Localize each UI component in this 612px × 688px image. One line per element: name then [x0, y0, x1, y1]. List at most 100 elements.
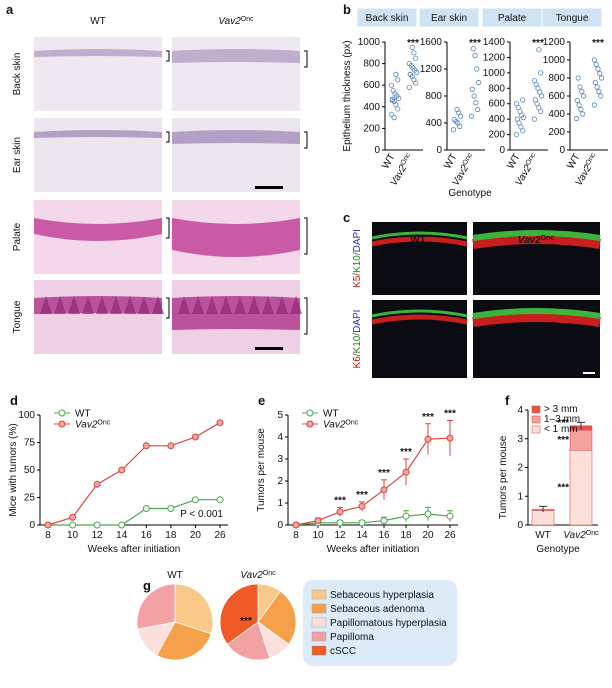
legend-label: Papilloma: [330, 632, 374, 643]
papilla: [248, 296, 260, 314]
subplot-title: Palate: [498, 13, 527, 24]
y-axis-label: Tumors per mouse: [256, 428, 267, 512]
data-point: [531, 116, 538, 122]
data-point: [69, 521, 77, 529]
pie-slice: [136, 583, 176, 630]
data-point: [520, 97, 526, 103]
column-label-sup: Onc: [541, 235, 555, 242]
row-label-part: K10/: [352, 333, 363, 354]
significance: ***: [444, 409, 456, 420]
data-point: [390, 88, 396, 94]
x-tick-label: 10: [67, 530, 79, 541]
y-tick-label: 1600: [420, 37, 443, 48]
papilla: [110, 296, 122, 314]
pie-slice: [219, 583, 259, 645]
data-point: [167, 505, 175, 512]
data-point: [598, 75, 605, 81]
significance: ***: [532, 38, 544, 49]
y-tick-label: 1200: [483, 52, 506, 63]
pie-title: WT: [167, 570, 183, 581]
data-point: [474, 66, 480, 72]
pie-slice: [226, 621, 271, 661]
data-point: [411, 50, 417, 56]
data-point: [596, 88, 602, 95]
pie-slice: [156, 621, 212, 661]
histology-image: [172, 37, 300, 111]
data-point: [469, 86, 475, 92]
x-tick-label: 26: [214, 530, 226, 541]
panel-label: f: [505, 393, 510, 408]
data-line: [48, 499, 220, 526]
significance: ***: [400, 447, 412, 458]
subplot-header: [541, 7, 603, 28]
data-point: [93, 480, 101, 488]
data-point: [592, 79, 598, 86]
data-point: [591, 102, 598, 108]
data-point: [580, 93, 587, 99]
data-point: [191, 433, 199, 441]
data-point: [118, 521, 126, 529]
row-label-part: K6/: [352, 353, 363, 368]
x-tick-label: 10: [312, 530, 324, 541]
bracket: [304, 131, 308, 149]
y-tick-label: 400: [488, 114, 505, 125]
significance: ***: [422, 412, 434, 423]
data-point: [575, 75, 581, 81]
legend-swatch: [531, 415, 541, 424]
data-point: [142, 442, 150, 450]
significance: ***: [240, 616, 252, 627]
column-label: Vav2Onc: [518, 235, 555, 247]
panel-label: a: [6, 2, 14, 17]
data-point: [475, 79, 482, 86]
data-point: [44, 521, 52, 529]
y-tick-label: 0: [29, 520, 35, 531]
data-point: [191, 496, 199, 504]
y-tick-label: 800: [363, 59, 380, 70]
data-point: [446, 434, 454, 442]
data-point: [69, 513, 77, 521]
row-label: Tongue: [12, 300, 23, 333]
data-point: [395, 106, 401, 112]
column-label: WT: [410, 235, 426, 246]
x-tick-label: WT: [442, 152, 459, 171]
data-point: [598, 93, 604, 99]
y-tick-label: 400: [548, 109, 565, 120]
y-tick-label: 50: [24, 465, 36, 476]
y-axis-label: Mice with tumors (%): [8, 423, 19, 516]
papilla: [234, 296, 246, 314]
data-point: [413, 55, 419, 61]
y-axis-label: Epithelium thickness (px): [342, 40, 353, 151]
subplot-header: [418, 7, 480, 28]
legend-label: > 3 mm: [544, 404, 578, 415]
papilla: [262, 296, 274, 314]
data-point: [531, 77, 538, 84]
pie-slice: [257, 590, 297, 645]
data-point: [471, 93, 477, 99]
x-tick-label: 20: [422, 530, 434, 541]
data-point: [513, 101, 520, 107]
data-point: [472, 52, 478, 59]
data-point: [358, 519, 366, 527]
data-point: [406, 60, 412, 67]
histology-image: [172, 118, 300, 192]
data-point: [424, 510, 432, 518]
data-point: [142, 505, 150, 512]
data-point: [532, 97, 538, 103]
data-point: [538, 70, 544, 76]
data-point: [167, 442, 175, 450]
data-point: [594, 84, 600, 90]
legend-marker: [58, 420, 66, 428]
column-label: WT: [90, 16, 106, 27]
x-axis-label: Weeks after initiation: [88, 544, 181, 555]
stain-red: [371, 314, 468, 325]
data-point: [451, 117, 457, 123]
scale-bar: [583, 372, 595, 374]
legend-label: Sebaceous adenoma: [330, 604, 425, 615]
data-point: [576, 102, 582, 108]
papilla: [124, 296, 136, 314]
x-tick-label: Vav2Onc: [563, 530, 599, 542]
data-point: [336, 519, 344, 527]
data-point: [393, 71, 399, 78]
y-tick-label: 200: [363, 123, 380, 134]
annotation: P < 0.001: [180, 509, 223, 520]
